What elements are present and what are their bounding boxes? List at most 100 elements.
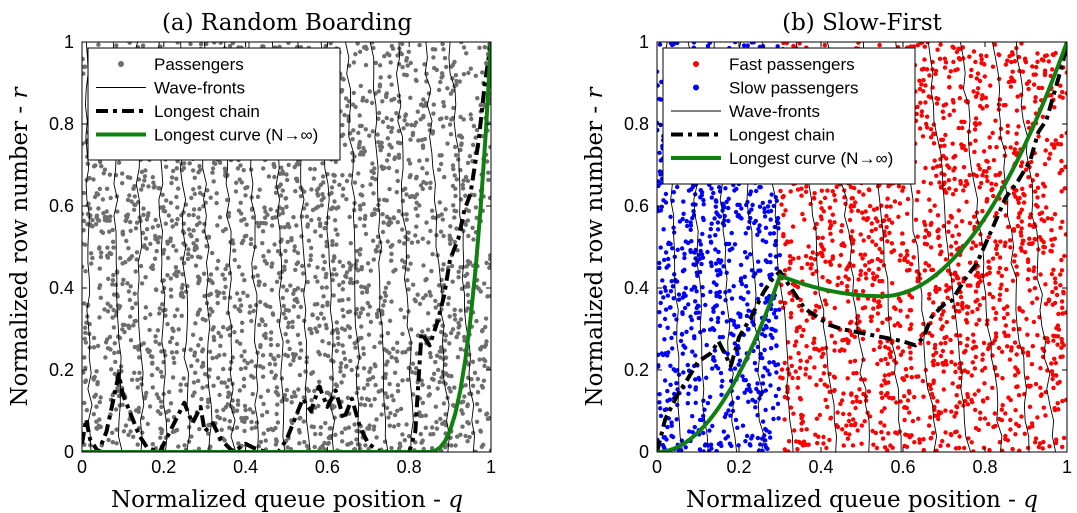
fast-passenger-point [897, 201, 903, 206]
slow-passenger-point [712, 348, 718, 353]
passenger-point [196, 215, 201, 220]
passenger-point [337, 282, 342, 288]
passenger-point [403, 113, 408, 119]
slow-passenger-point [745, 43, 750, 48]
fast-passenger-point [1019, 42, 1024, 46]
passenger-point [296, 427, 302, 433]
passenger-point [339, 380, 344, 385]
passenger-point [465, 292, 470, 298]
passenger-point [190, 332, 196, 337]
slow-passenger-point [760, 381, 766, 386]
passenger-point [196, 446, 202, 451]
passenger-point [140, 430, 145, 435]
slow-passenger-point [717, 335, 723, 340]
passenger-point [153, 217, 158, 223]
passenger-point [360, 183, 365, 189]
fast-passenger-point [874, 274, 880, 279]
fast-passenger-point [1036, 444, 1042, 450]
fast-passenger-point [951, 59, 956, 65]
passenger-point [145, 347, 150, 352]
fast-passenger-point [972, 149, 977, 155]
passenger-point [395, 388, 401, 394]
passenger-point [253, 265, 258, 270]
passenger-point [125, 175, 131, 180]
passenger-point [223, 284, 228, 290]
passenger-point [417, 301, 423, 307]
passenger-point [285, 177, 290, 183]
passenger-point [315, 279, 320, 284]
fast-passenger-point [953, 369, 958, 375]
passenger-point [274, 279, 280, 284]
passenger-point [93, 222, 99, 227]
passenger-point [447, 385, 452, 391]
passenger-point [458, 197, 464, 202]
passenger-point [82, 242, 88, 247]
passenger-point [136, 409, 141, 414]
fast-passenger-point [862, 419, 867, 424]
fast-passenger-point [854, 398, 859, 404]
fast-passenger-point [1037, 235, 1043, 240]
legend-item: Longest curve (N→∞) [96, 126, 318, 145]
fast-passenger-point [788, 315, 794, 320]
passenger-point [309, 398, 314, 403]
passenger-point [447, 341, 452, 346]
slow-passenger-point [727, 288, 732, 293]
fast-passenger-point [869, 228, 874, 234]
passenger-point [415, 109, 420, 114]
fast-passenger-point [902, 417, 907, 423]
slow-passenger-point [726, 408, 731, 413]
slow-passenger-point [681, 370, 686, 375]
passenger-point [174, 427, 180, 433]
passenger-point [423, 293, 428, 298]
passenger-point [366, 283, 371, 288]
passenger-point [270, 261, 275, 266]
passenger-point [354, 390, 359, 396]
passenger-point [374, 417, 379, 422]
fast-passenger-point [1005, 123, 1010, 128]
passenger-point [105, 346, 111, 351]
fast-passenger-point [1051, 385, 1056, 391]
fast-passenger-point [903, 367, 909, 372]
fast-passenger-point [843, 431, 848, 436]
passenger-point [368, 403, 374, 408]
passenger-point [100, 230, 106, 235]
passenger-point [97, 159, 103, 165]
passenger-point [453, 186, 458, 191]
slow-passenger-point [773, 308, 778, 313]
fast-passenger-point [877, 345, 882, 350]
passenger-point [341, 314, 346, 319]
passenger-point [192, 191, 197, 197]
passenger-point [200, 385, 205, 390]
passenger-point [378, 148, 383, 153]
passenger-point [82, 211, 85, 217]
passenger-point [232, 304, 237, 309]
passenger-point [120, 181, 125, 186]
passenger-point [438, 229, 444, 234]
passenger-point [341, 186, 346, 191]
passenger-point [158, 435, 163, 440]
fast-passenger-point [994, 243, 1000, 248]
fast-passenger-point [973, 138, 978, 143]
passenger-point [121, 277, 126, 282]
fast-passenger-point [1032, 236, 1037, 242]
slow-passenger-point [739, 216, 744, 221]
passenger-point [114, 309, 119, 315]
slow-passenger-point [768, 260, 773, 265]
slow-passenger-point [775, 44, 780, 49]
slow-passenger-point [657, 83, 660, 88]
slow-passenger-point [690, 215, 695, 221]
fast-passenger-point [1036, 85, 1042, 91]
passenger-point [421, 179, 426, 185]
fast-passenger-point [845, 340, 851, 346]
passenger-point [153, 287, 159, 292]
passenger-point [410, 370, 415, 375]
passenger-point [325, 302, 330, 308]
passenger-point [174, 273, 179, 279]
fast-passenger-point [1026, 175, 1031, 180]
passenger-point [278, 193, 284, 198]
passenger-point [268, 337, 273, 342]
passenger-point [483, 316, 489, 321]
passenger-point [332, 179, 337, 184]
passenger-point [452, 144, 458, 150]
fast-passenger-point [994, 211, 999, 216]
